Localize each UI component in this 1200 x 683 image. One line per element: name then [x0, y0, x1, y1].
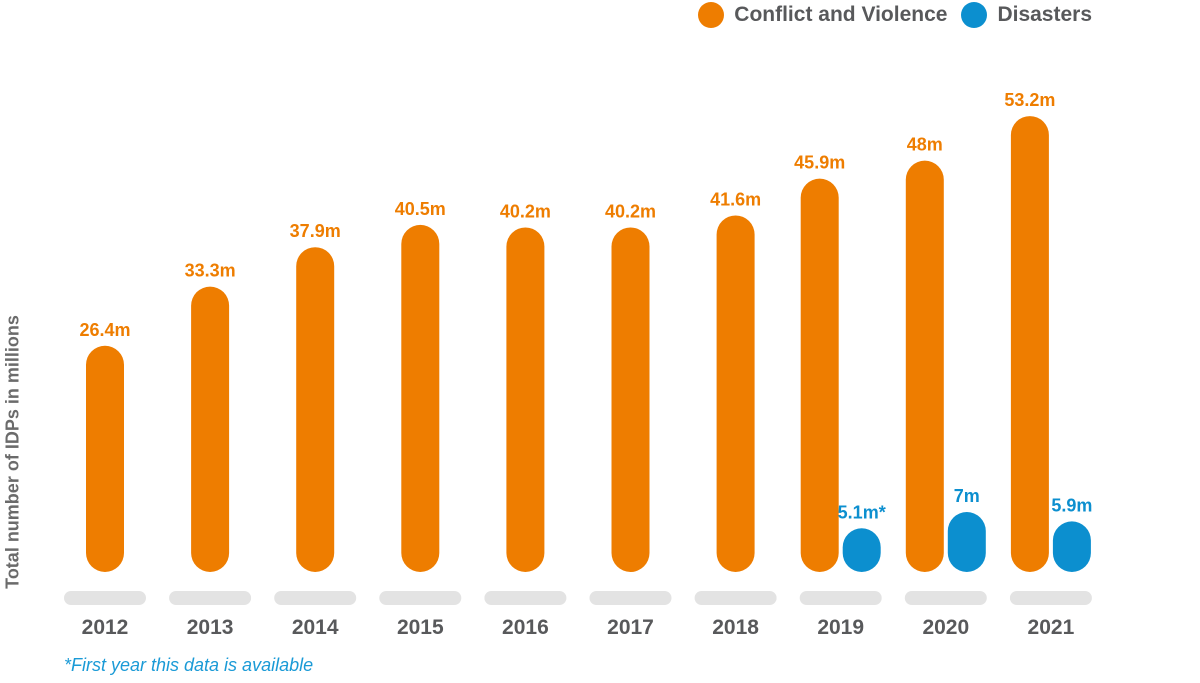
- bar-conflict: [86, 345, 124, 572]
- bar-disasters: [947, 512, 986, 572]
- x-tick-label: 2013: [187, 616, 234, 639]
- x-tick-label: 2015: [397, 616, 444, 639]
- data-label-conflict: 37.9m: [290, 221, 341, 241]
- data-label-disasters: 7m: [954, 486, 980, 506]
- bar-conflict: [905, 160, 944, 572]
- bar-conflict: [506, 227, 545, 572]
- legend-item-conflict: Conflict and Violence: [698, 2, 947, 28]
- x-axis-pill: [904, 591, 987, 605]
- x-tick-label: 2019: [817, 616, 864, 639]
- data-label-conflict: 40.2m: [500, 201, 551, 221]
- legend-swatch-disasters: [961, 2, 988, 28]
- bar-conflict: [716, 215, 755, 572]
- x-axis-pill: [1009, 591, 1092, 605]
- x-tick-label: 2014: [292, 616, 339, 639]
- data-label-conflict: 41.6m: [710, 189, 761, 209]
- legend-swatch-conflict: [698, 2, 725, 28]
- footnote: *First year this data is available: [64, 655, 314, 675]
- data-label-conflict: 40.5m: [395, 199, 446, 219]
- x-tick-label: 2021: [1028, 616, 1075, 639]
- data-label-conflict: 33.3m: [185, 261, 236, 281]
- x-tick-label: 2018: [712, 616, 759, 639]
- legend-label-conflict: Conflict and Violence: [734, 3, 948, 26]
- x-tick-label: 2012: [82, 616, 129, 639]
- x-axis-pill: [379, 591, 462, 605]
- legend-label-disasters: Disasters: [997, 3, 1092, 26]
- bar-conflict: [611, 227, 650, 572]
- bar-conflict: [401, 224, 440, 573]
- bar-disasters: [842, 528, 881, 572]
- data-label-conflict: 40.2m: [605, 201, 656, 221]
- legend-item-disasters: Disasters: [961, 2, 1092, 28]
- x-axis-pill: [169, 591, 252, 605]
- bar-conflict: [296, 247, 335, 572]
- data-label-conflict: 48m: [907, 135, 943, 155]
- x-axis-pill: [799, 591, 882, 605]
- data-label-conflict: 53.2m: [1004, 90, 1055, 110]
- data-label-disasters: 5.1m*: [838, 502, 886, 522]
- bar-conflict: [1010, 116, 1049, 573]
- x-tick-label: 2020: [922, 616, 969, 639]
- data-label-conflict: 45.9m: [794, 153, 845, 173]
- x-axis-pill: [694, 591, 777, 605]
- bar-disasters: [1052, 521, 1091, 572]
- x-axis-pill: [64, 591, 146, 605]
- x-tick-label: 2017: [607, 616, 654, 639]
- x-axis-pill: [274, 591, 357, 605]
- x-axis-pill: [589, 591, 672, 605]
- x-tick-label: 2016: [502, 616, 549, 639]
- bar-conflict: [800, 178, 839, 572]
- x-axis-pill: [484, 591, 567, 605]
- data-label-conflict: 26.4m: [79, 320, 130, 340]
- legend: Conflict and Violence Disasters: [698, 0, 1092, 30]
- data-label-disasters: 5.9m: [1051, 495, 1092, 515]
- bar-conflict: [191, 286, 230, 572]
